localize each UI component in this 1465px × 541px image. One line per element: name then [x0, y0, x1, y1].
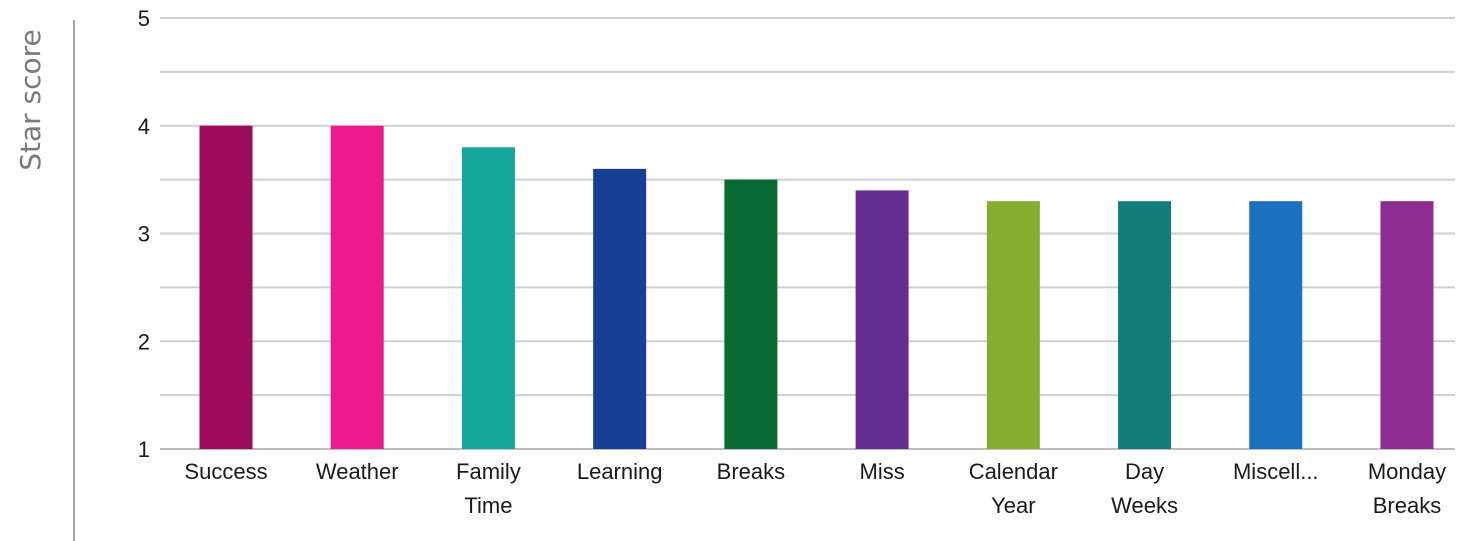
x-category-label-line: Monday	[1368, 459, 1446, 484]
y-tick-label: 3	[138, 222, 150, 247]
x-category-label-line: Breaks	[1373, 493, 1441, 518]
bar	[593, 168, 647, 449]
bar	[724, 179, 778, 449]
x-category-label-line: Success	[184, 459, 267, 484]
x-category-label-line: Weeks	[1111, 493, 1178, 518]
x-category-label: Breaks	[717, 459, 785, 484]
x-category-label-line: Time	[464, 493, 512, 518]
bar	[986, 201, 1040, 449]
bar	[1380, 201, 1434, 449]
x-category-label-line: Day	[1125, 459, 1164, 484]
x-category-label: Miss	[860, 459, 905, 484]
y-tick-label: 4	[138, 114, 150, 139]
y-tick-labels: 1 2 3 4 5	[138, 6, 150, 462]
y-tick-label: 5	[138, 6, 150, 31]
x-category-label: Weather	[316, 459, 399, 484]
x-category-label-line: Year	[991, 493, 1035, 518]
x-category-label-line: Miscell...	[1233, 459, 1319, 484]
bar	[330, 125, 384, 449]
y-tick-label: 1	[138, 437, 150, 462]
x-category-label-line: Learning	[577, 459, 663, 484]
x-category-label: Day Weeks	[1111, 459, 1178, 518]
bar	[1249, 201, 1303, 449]
y-axis-title: Star score	[14, 29, 47, 171]
bar	[1118, 201, 1172, 449]
x-category-label: Miscell...	[1233, 459, 1319, 484]
x-category-label: Monday Breaks	[1368, 459, 1446, 518]
x-category-label-line: Calendar	[969, 459, 1058, 484]
x-category-label: Learning	[577, 459, 663, 484]
x-category-label: Success	[184, 459, 267, 484]
bar	[855, 190, 909, 449]
y-tick-label: 2	[138, 329, 150, 354]
bar	[461, 147, 515, 450]
x-category-label-line: Weather	[316, 459, 399, 484]
bars	[199, 125, 1434, 450]
bar	[199, 125, 253, 449]
x-category-label: Calendar Year	[969, 459, 1058, 518]
x-category-labels: Success Weather Family Time Learning Breaks Mi…	[184, 459, 1446, 518]
x-category-label: Family Time	[456, 459, 521, 518]
x-category-label-line: Miss	[860, 459, 905, 484]
x-category-label-line: Family	[456, 459, 521, 484]
x-category-label-line: Breaks	[717, 459, 785, 484]
